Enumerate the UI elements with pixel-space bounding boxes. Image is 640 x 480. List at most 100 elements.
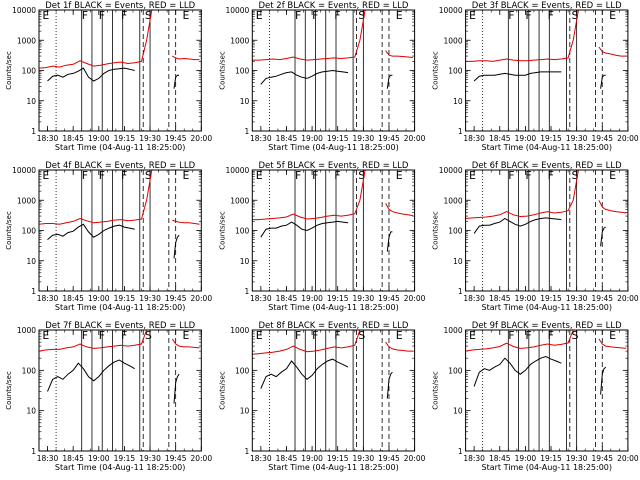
x-tick-label: 19:15	[327, 294, 349, 303]
lld-series-line	[598, 46, 627, 57]
y-axis-label: Counts/sec	[218, 51, 226, 90]
y-tick-label: 1	[458, 127, 463, 136]
flag-label: F	[525, 169, 531, 182]
plot-frame	[38, 9, 202, 132]
x-tick-label: 19:30	[353, 134, 375, 143]
plot-frame	[465, 9, 629, 132]
x-tick-label: 18:30	[463, 294, 485, 303]
plot-frame	[465, 169, 629, 292]
y-tick-label: 1000	[444, 196, 463, 205]
x-tick-label: 20:00	[190, 454, 212, 463]
y-tick-label: 100	[235, 227, 250, 236]
events-series-line	[260, 220, 349, 238]
y-tick-label: 10	[453, 257, 463, 266]
x-tick-label: 19:45	[165, 134, 187, 143]
x-tick-label: 20:00	[404, 454, 426, 463]
events-series-line	[386, 231, 393, 252]
flag-label: F	[548, 9, 554, 22]
y-axis-label: Counts/sec	[5, 211, 13, 250]
events-series-line	[260, 358, 349, 389]
x-tick-label: 19:00	[301, 454, 323, 463]
lld-series-line	[465, 9, 589, 62]
flag-label: S	[145, 329, 152, 342]
x-tick-label: 19:30	[566, 134, 588, 143]
events-series-line	[173, 373, 180, 404]
x-tick-label: 18:45	[276, 294, 298, 303]
y-tick-label: 10	[453, 407, 463, 416]
events-series-line	[47, 223, 135, 240]
x-tick-label: 19:45	[378, 454, 400, 463]
x-tick-label: 19:30	[139, 134, 161, 143]
plot-frame	[38, 329, 202, 452]
flag-label: S	[358, 329, 365, 342]
x-tick-label: 19:45	[378, 134, 400, 143]
x-axis-label: Start Time (04-Aug-11 18:25:00)	[55, 303, 186, 312]
plot-frame	[251, 329, 416, 452]
x-tick-label: 18:45	[489, 134, 511, 143]
x-tick-label: 18:30	[250, 454, 272, 463]
x-tick-label: 19:15	[114, 294, 136, 303]
flag-label: F	[82, 169, 88, 182]
events-series-line	[47, 359, 135, 392]
x-tick-label: 19:45	[165, 294, 187, 303]
flag-label: F	[312, 169, 318, 182]
flag-label: F	[295, 169, 301, 182]
y-axis-label: Counts/sec	[5, 371, 13, 410]
y-axis-label: Counts/sec	[218, 211, 226, 250]
x-tick-label: 19:00	[88, 134, 110, 143]
events-series-line	[386, 74, 393, 89]
flag-label: F	[508, 9, 514, 22]
lld-series-line	[171, 338, 200, 349]
x-tick-label: 19:45	[591, 454, 613, 463]
flag-label: S	[145, 169, 152, 182]
plot-frame	[251, 9, 416, 132]
detector-panel: Det 4f BLACK = Events, RED = LLD Counts/s…	[5, 161, 212, 312]
panel-title: Det 6f BLACK = Events, RED = LLD	[472, 161, 622, 171]
flag-label: E	[469, 9, 476, 22]
x-tick-label: 20:00	[190, 134, 212, 143]
lld-series-line	[38, 9, 162, 69]
x-tick-label: 19:00	[301, 134, 323, 143]
lld-series-line	[385, 341, 413, 352]
y-tick-label: 10000	[225, 6, 249, 15]
y-tick-label: 10	[26, 257, 36, 266]
y-tick-label: 10000	[439, 6, 463, 15]
y-tick-label: 100	[448, 366, 463, 375]
y-axis-label: Counts/sec	[5, 51, 13, 90]
flag-label: F	[334, 9, 340, 22]
panel-title: Det 7f BLACK = Events, RED = LLD	[45, 321, 195, 331]
flag-label: F	[121, 9, 127, 22]
flag-label: F	[121, 329, 127, 342]
x-tick-label: 18:30	[463, 454, 485, 463]
x-tick-label: 18:30	[250, 134, 272, 143]
x-tick-label: 19:00	[301, 294, 323, 303]
y-tick-label: 100	[235, 366, 250, 375]
y-tick-label: 100	[235, 67, 250, 76]
x-tick-label: 20:00	[404, 294, 426, 303]
x-tick-label: 19:45	[591, 134, 613, 143]
y-tick-label: 1	[31, 127, 36, 136]
y-tick-label: 1000	[17, 326, 36, 335]
flag-label: S	[572, 329, 579, 342]
flag-label: E	[469, 169, 476, 182]
flag-label: S	[145, 9, 152, 22]
detector-panel: Det 9f BLACK = Events, RED = LLD Counts/s…	[432, 321, 639, 472]
flag-label: F	[99, 169, 105, 182]
x-tick-label: 18:30	[37, 454, 59, 463]
flag-label: E	[183, 169, 190, 182]
lld-series-line	[252, 169, 376, 221]
detector-panel: Det 5f BLACK = Events, RED = LLD Counts/s…	[218, 161, 425, 312]
detector-panel: Det 2f BLACK = Events, RED = LLD Counts/s…	[218, 1, 425, 152]
events-series-line	[473, 355, 562, 387]
y-tick-label: 1	[245, 447, 250, 456]
flag-label: E	[42, 9, 49, 22]
flag-label: S	[358, 9, 365, 22]
x-tick-label: 20:00	[404, 134, 426, 143]
x-tick-label: 18:30	[463, 134, 485, 143]
y-tick-label: 1	[458, 287, 463, 296]
flag-label: E	[256, 9, 263, 22]
x-tick-label: 18:45	[276, 454, 298, 463]
x-tick-label: 19:15	[540, 294, 562, 303]
flag-label: E	[396, 329, 403, 342]
flag-label: F	[334, 169, 340, 182]
